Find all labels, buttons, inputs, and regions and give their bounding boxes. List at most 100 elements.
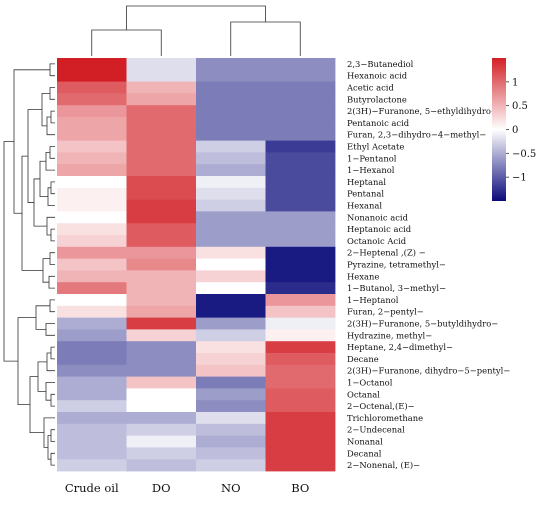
heatmap-cell — [265, 211, 336, 224]
heatmap-cell — [57, 128, 127, 141]
heatmap-cell — [196, 305, 266, 318]
heatmap-cell — [57, 423, 127, 436]
row-label: 2−Heptenal ,(Z) − — [347, 248, 426, 258]
row-label: 2(3H)−Furanone, 5−butyldihydro− — [347, 319, 498, 329]
dendrogram-branch — [43, 417, 55, 448]
heatmap-cell — [196, 246, 266, 259]
heatmap-cell — [126, 400, 197, 413]
heatmap-cell — [196, 211, 266, 224]
row-label: Trichloromethane — [347, 413, 423, 423]
heatmap-cell — [126, 140, 197, 153]
heatmap-cell — [196, 329, 266, 342]
dendrogram-branch — [29, 376, 44, 434]
row-label: Heptanal — [347, 177, 386, 187]
heatmap-cell — [126, 235, 197, 248]
column-labels: Crude oil DO NO BO — [65, 481, 309, 495]
heatmap-cell — [265, 199, 336, 212]
heatmap-cell — [126, 364, 197, 377]
heatmap-cell — [196, 341, 266, 354]
heatmap-cell — [265, 305, 336, 318]
heatmap-cell — [57, 235, 127, 248]
heatmap-cell — [265, 117, 336, 130]
heatmap-cell — [196, 459, 266, 472]
dendrogram-branch — [41, 93, 50, 127]
dendrogram-branch — [45, 382, 55, 401]
heatmap-cell — [126, 294, 197, 307]
row-label: 2−Nonenal, (E)− — [347, 460, 420, 470]
heatmap-cell — [196, 412, 266, 425]
heatmap-cell — [126, 305, 197, 318]
color-scale-legend: 1 0.5 0 −0.5 −1 — [492, 58, 536, 201]
row-label: Ethyl Acetate — [347, 142, 404, 152]
dendrogram-branch — [50, 452, 55, 466]
row-label: Furan, 2,3−dihydro−4−methyl− — [347, 130, 486, 140]
heatmap-cell — [126, 376, 197, 389]
heatmap-cell — [265, 435, 336, 448]
heatmap-cell — [265, 353, 336, 366]
heatmap-cell — [57, 258, 127, 271]
row-label: Decane — [347, 354, 379, 364]
dendrogram-branch — [49, 299, 55, 313]
dendrogram-branch — [50, 110, 55, 124]
row-label: Hexanoic acid — [347, 71, 408, 81]
heatmap-cell — [126, 176, 197, 189]
heatmap-cell — [57, 282, 127, 295]
heatmap-cell — [57, 294, 127, 307]
heatmap-cell — [196, 447, 266, 460]
heatmap-cell — [265, 176, 336, 189]
color-scale-tick-label: 0.5 — [512, 101, 528, 112]
heatmap-cell — [57, 140, 127, 153]
row-label: Hydrazine, methyl− — [347, 330, 432, 340]
heatmap-cell — [265, 187, 336, 200]
heatmap-cell — [265, 423, 336, 436]
heatmap-cell — [265, 400, 336, 413]
heatmap-cell — [265, 223, 336, 236]
heatmap-cell — [126, 412, 197, 425]
heatmap-cell — [57, 187, 127, 200]
heatmap-cell — [126, 164, 197, 177]
heatmap-cell — [126, 282, 197, 295]
heatmap-cell — [57, 93, 127, 106]
heatmap-cell — [265, 341, 336, 354]
heatmap-cell — [57, 223, 127, 236]
heatmap-cell — [57, 176, 127, 189]
heatmap-cell — [126, 246, 197, 259]
heatmap-cell — [57, 270, 127, 283]
heatmap-cell — [265, 317, 336, 330]
heatmap-cell — [126, 388, 197, 401]
heatmap-cell — [265, 152, 336, 165]
heatmap-cell — [196, 364, 266, 377]
heatmap-cell — [126, 447, 197, 460]
heatmap-cell — [265, 329, 336, 342]
heatmap-cell — [265, 294, 336, 307]
dendrogram-branch — [39, 160, 48, 198]
dendrogram-branch — [47, 187, 55, 206]
heatmap-cell — [126, 128, 197, 141]
row-label: Hexane — [347, 271, 379, 281]
heatmap-cell — [57, 152, 127, 165]
heatmap-cell — [126, 353, 197, 366]
heatmap-cell — [196, 235, 266, 248]
heatmap-cell — [126, 199, 197, 212]
dendrogram-branch — [3, 141, 18, 362]
color-scale-tick-label: 0 — [512, 125, 518, 136]
heatmap-cell — [57, 341, 127, 354]
heatmap-cell — [57, 329, 127, 342]
heatmap-cell — [196, 176, 266, 189]
heatmap-cell — [196, 282, 266, 295]
row-label: 2−Octenal,(E)− — [347, 401, 415, 411]
heatmap-cell — [126, 81, 197, 94]
row-label: Butyrolactone — [347, 94, 407, 104]
heatmap-cell — [126, 317, 197, 330]
heatmap-cell — [196, 258, 266, 271]
column-label: DO — [152, 481, 171, 495]
heatmap-cell — [57, 211, 127, 224]
heatmap-cell — [126, 258, 197, 271]
heatmap-cell — [196, 423, 266, 436]
color-scale-bar — [492, 58, 506, 201]
heatmap-cell — [265, 58, 336, 71]
heatmap-cell — [57, 81, 127, 94]
row-label: 2−Undecenal — [347, 425, 405, 435]
dendrogram-branch — [13, 69, 50, 214]
row-dendrogram — [3, 63, 55, 466]
